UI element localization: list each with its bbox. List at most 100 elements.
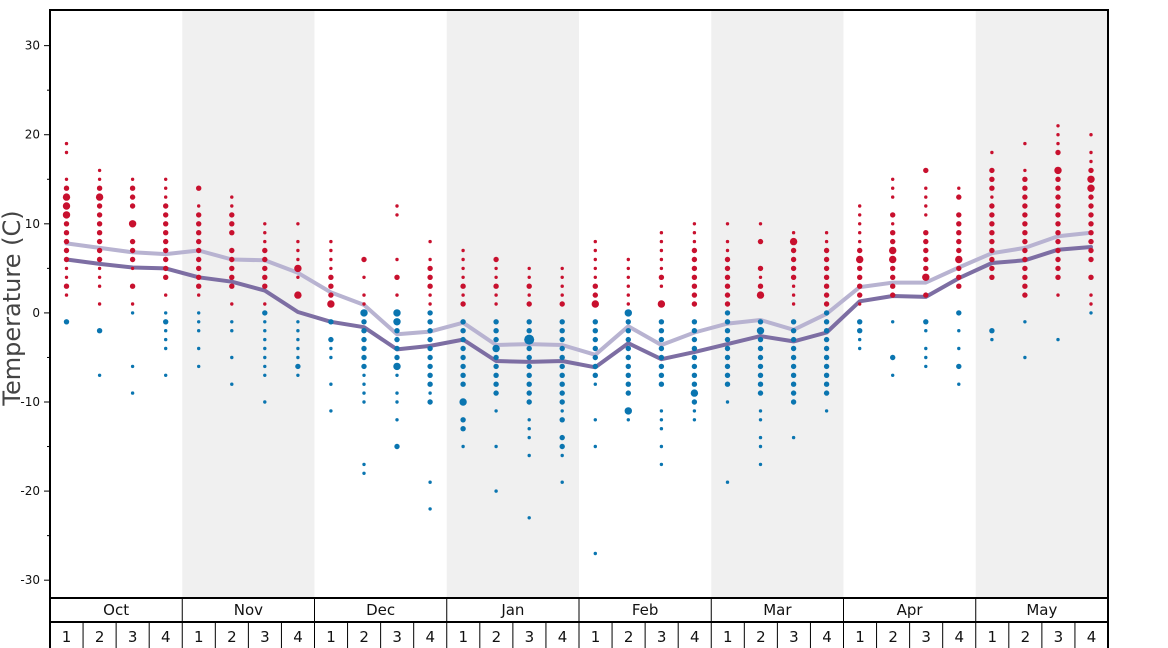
high-temp-dot — [790, 247, 797, 254]
high-temp-dot — [691, 247, 698, 254]
high-temp-dot — [395, 204, 399, 208]
high-temp-dot — [1088, 212, 1094, 218]
high-temp-dot — [329, 266, 333, 271]
high-temp-dot — [1022, 212, 1028, 218]
low-temp-dot — [428, 507, 432, 511]
high-temp-dot — [1056, 133, 1060, 137]
high-temp-dot — [657, 300, 666, 308]
high-temp-dot — [229, 247, 235, 254]
high-temp-dot — [989, 185, 995, 191]
low-temp-dot — [858, 337, 862, 342]
high-temp-dot — [63, 247, 70, 254]
high-temp-dot — [956, 238, 962, 245]
week-label: 4 — [161, 628, 171, 646]
high-temp-dot — [989, 203, 995, 209]
low-temp-dot — [957, 382, 961, 386]
low-temp-dot — [460, 381, 466, 387]
high-temp-dot — [889, 255, 897, 264]
high-temp-dot — [130, 177, 135, 181]
low-temp-dot — [625, 336, 631, 343]
low-temp-dot — [395, 400, 399, 404]
low-temp-dot — [625, 363, 631, 370]
y-tick-label: -20 — [20, 484, 40, 498]
high-temp-dot — [63, 221, 70, 227]
high-temp-dot — [923, 238, 929, 245]
low-temp-dot — [658, 345, 665, 352]
high-temp-dot — [989, 221, 995, 227]
high-temp-dot — [1089, 150, 1093, 155]
high-temp-dot — [858, 302, 862, 306]
high-temp-dot — [1055, 176, 1061, 182]
high-temp-dot — [1087, 184, 1095, 192]
high-temp-dot — [129, 194, 136, 200]
low-temp-dot — [757, 336, 764, 343]
high-temp-dot — [1054, 166, 1062, 175]
low-temp-dot — [592, 354, 598, 361]
low-temp-dot — [262, 310, 268, 316]
low-temp-dot — [757, 354, 764, 361]
high-temp-dot — [989, 212, 995, 218]
low-temp-dot — [559, 443, 565, 450]
high-temp-dot — [823, 256, 830, 263]
high-temp-dot — [1089, 133, 1093, 137]
high-temp-dot — [593, 266, 597, 271]
low-temp-dot — [957, 329, 961, 333]
high-temp-dot — [757, 265, 764, 272]
low-temp-dot — [526, 390, 532, 396]
high-temp-dot — [691, 301, 698, 307]
high-temp-dot — [129, 283, 136, 289]
high-temp-dot — [956, 230, 962, 236]
high-temp-dot — [262, 247, 268, 254]
high-temp-dot — [164, 195, 168, 199]
low-temp-dot — [857, 319, 863, 325]
high-temp-dot — [1055, 149, 1061, 156]
high-temp-dot — [824, 239, 829, 244]
low-temp-dot — [890, 354, 896, 361]
low-temp-dot — [395, 418, 399, 422]
high-temp-dot — [857, 265, 863, 272]
low-temp-dot — [296, 337, 300, 342]
high-temp-dot — [196, 238, 202, 245]
high-temp-dot — [96, 185, 103, 191]
high-temp-dot — [857, 292, 863, 298]
low-temp-dot — [559, 372, 565, 378]
low-temp-dot — [823, 319, 830, 325]
high-temp-dot — [1022, 274, 1028, 280]
high-temp-dot — [692, 239, 697, 244]
high-temp-dot — [427, 265, 433, 272]
low-temp-dot — [526, 381, 532, 387]
low-temp-dot — [197, 364, 201, 369]
high-temp-dot — [923, 292, 929, 298]
low-temp-dot — [526, 319, 532, 325]
low-temp-dot — [559, 434, 565, 441]
average-low-line — [64, 245, 1093, 370]
high-temp-dot — [164, 293, 168, 297]
low-temp-dot — [559, 354, 565, 361]
y-tick-label: 30 — [25, 39, 40, 53]
low-temp-dot — [460, 426, 466, 432]
high-temp-dot — [824, 231, 829, 235]
high-temp-dot — [890, 283, 896, 289]
low-temp-dot — [559, 345, 565, 352]
low-temp-dot — [790, 381, 797, 387]
low-temp-dot — [823, 328, 830, 334]
high-temp-dot — [262, 283, 268, 289]
low-temp-dot — [625, 319, 631, 325]
high-temp-dot — [229, 265, 235, 272]
low-temp-dot — [164, 311, 168, 315]
low-temp-dot — [625, 328, 631, 334]
low-temp-dot — [526, 363, 532, 370]
high-temp-dot — [989, 274, 995, 280]
high-temp-dot — [858, 239, 862, 244]
high-temp-dot — [791, 302, 796, 306]
low-temp-dot — [592, 372, 598, 378]
high-temp-dot — [163, 212, 169, 218]
high-temp-dot — [296, 275, 300, 279]
low-temp-dot — [989, 328, 995, 334]
high-temp-dot — [989, 230, 995, 236]
high-temp-dot — [362, 293, 366, 297]
low-temp-dot — [526, 372, 532, 378]
high-temp-dot — [593, 248, 597, 253]
high-temp-dot — [163, 274, 169, 280]
week-label: 2 — [227, 628, 237, 646]
